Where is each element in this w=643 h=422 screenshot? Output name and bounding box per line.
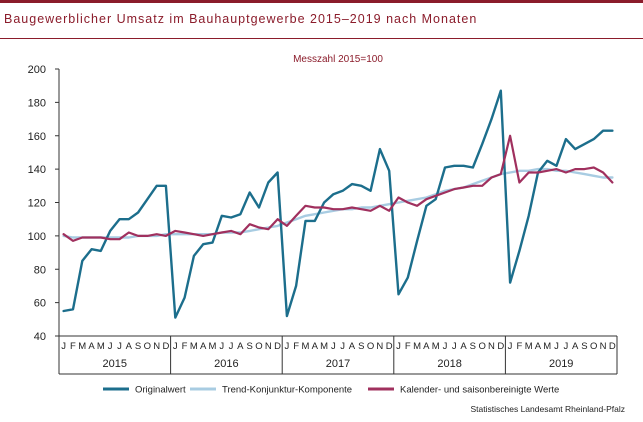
- y-tick-label: 100: [28, 231, 46, 243]
- x-month-label: J: [331, 341, 336, 352]
- x-month-label: M: [301, 341, 309, 352]
- x-month-label: A: [312, 341, 319, 352]
- x-month-label: A: [88, 341, 95, 352]
- x-month-label: M: [525, 341, 533, 352]
- x-month-label: N: [488, 341, 495, 352]
- x-month-label: J: [219, 341, 224, 352]
- x-month-label: A: [460, 341, 467, 352]
- x-month-label: O: [144, 341, 151, 352]
- x-month-label: J: [340, 341, 345, 352]
- x-month-label: S: [246, 341, 252, 352]
- x-month-label: F: [405, 341, 411, 352]
- x-month-label: F: [293, 341, 299, 352]
- chart-subtitle: Messzahl 2015=100: [293, 54, 383, 65]
- x-month-label: M: [208, 341, 216, 352]
- x-month-label: J: [396, 341, 401, 352]
- title-rule: [0, 38, 643, 39]
- x-month-label: A: [200, 341, 207, 352]
- x-month-label: F: [182, 341, 188, 352]
- y-tick-label: 60: [34, 298, 46, 310]
- x-year-label: 2019: [549, 358, 573, 370]
- x-month-label: M: [97, 341, 105, 352]
- x-month-label: M: [78, 341, 86, 352]
- x-month-label: N: [376, 341, 383, 352]
- x-month-label: N: [153, 341, 160, 352]
- x-month-label: F: [516, 341, 522, 352]
- x-month-label: F: [70, 341, 76, 352]
- x-month-label: N: [600, 341, 607, 352]
- legend-label: Trend-Konjunktur-Komponente: [222, 385, 352, 396]
- x-month-label: N: [265, 341, 272, 352]
- x-month-label: J: [284, 341, 289, 352]
- x-month-label: J: [173, 341, 178, 352]
- x-month-label: A: [349, 341, 356, 352]
- x-month-label: S: [470, 341, 476, 352]
- x-month-label: D: [274, 341, 281, 352]
- x-month-label: J: [229, 341, 234, 352]
- x-month-label: J: [117, 341, 122, 352]
- legend: Originalwert Trend-Konjunktur-Komponente K…: [103, 385, 559, 396]
- x-month-label: J: [508, 341, 513, 352]
- x-month-label: D: [497, 341, 504, 352]
- top-accent-line: [0, 0, 643, 3]
- x-month-label: A: [237, 341, 244, 352]
- source-note: Statistisches Landesamt Rheinland-Pfalz: [470, 404, 626, 414]
- x-month-label: M: [543, 341, 551, 352]
- x-month-label: S: [581, 341, 587, 352]
- series-lines: [62, 89, 614, 319]
- y-tick-label: 160: [28, 131, 46, 143]
- x-month-label: J: [443, 341, 448, 352]
- x-year-label: 2016: [214, 358, 238, 370]
- x-month-label: M: [320, 341, 328, 352]
- y-tick-label: 140: [28, 164, 46, 176]
- legend-label: Kalender- und saisonbereinigte Werte: [400, 385, 559, 396]
- y-tick-label: 120: [28, 198, 46, 210]
- x-month-label: O: [367, 341, 374, 352]
- x-month-label: J: [554, 341, 559, 352]
- x-year-label: 2015: [103, 358, 127, 370]
- x-month-label: M: [190, 341, 198, 352]
- y-tick-label: 80: [34, 264, 46, 276]
- y-tick-label: 200: [28, 64, 46, 76]
- x-month-label: D: [386, 341, 393, 352]
- series-line: [62, 134, 614, 242]
- x-month-label: M: [432, 341, 440, 352]
- series-line: [62, 89, 614, 319]
- x-month-label: A: [423, 341, 430, 352]
- x-month-label: A: [535, 341, 542, 352]
- x-month-label: D: [163, 341, 170, 352]
- x-month-label: O: [590, 341, 597, 352]
- y-tick-label: 180: [28, 97, 46, 109]
- x-year-label: 2017: [326, 358, 350, 370]
- x-month-label: A: [572, 341, 579, 352]
- x-month-label: A: [126, 341, 133, 352]
- x-month-label: D: [609, 341, 616, 352]
- x-month-label: J: [61, 341, 66, 352]
- x-month-label: S: [358, 341, 364, 352]
- x-month-label: O: [478, 341, 485, 352]
- x-month-label: J: [108, 341, 113, 352]
- x-month-label: O: [255, 341, 262, 352]
- x-month-label: S: [135, 341, 141, 352]
- x-month-label: J: [452, 341, 457, 352]
- x-month-label: J: [563, 341, 568, 352]
- x-year-label: 2018: [437, 358, 461, 370]
- legend-label: Originalwert: [135, 385, 186, 396]
- chart-title: Baugewerblicher Umsatz im Bauhauptgewerb…: [4, 12, 478, 26]
- x-month-label: M: [413, 341, 421, 352]
- y-tick-label: 40: [34, 331, 46, 343]
